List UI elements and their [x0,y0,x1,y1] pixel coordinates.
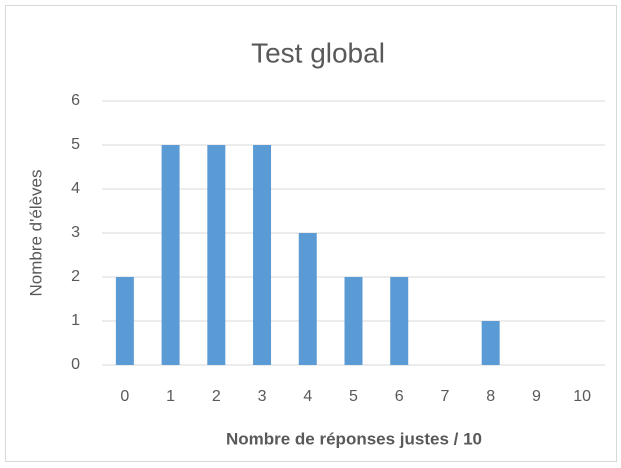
x-tick-label: 4 [303,388,312,405]
y-tick-label: 5 [71,136,80,153]
bar [207,145,226,365]
x-tick-label: 10 [573,388,591,405]
bar [161,145,180,365]
x-tick-label: 9 [532,388,541,405]
x-tick-label: 0 [120,388,129,405]
y-tick-label: 3 [71,224,80,241]
x-tick-label: 3 [258,388,267,405]
y-tick-label: 2 [71,268,80,285]
x-tick-label: 1 [166,388,175,405]
y-axis-title: Nombre d'élèves [26,169,45,296]
y-tick-label: 1 [71,312,80,329]
y-tick-label: 6 [71,92,80,109]
bar [115,277,134,365]
chart-title: Test global [251,37,385,68]
bar [390,277,409,365]
bar [298,233,317,365]
bar [253,145,272,365]
x-axis-title: Nombre de réponses justes / 10 [226,429,482,448]
bar [344,277,363,365]
x-tick-label: 7 [441,388,450,405]
x-tick-label: 8 [486,388,495,405]
bar [481,321,500,365]
x-tick-label: 6 [395,388,404,405]
x-tick-label: 2 [212,388,221,405]
y-tick-label: 4 [71,180,80,197]
y-tick-label: 0 [71,356,80,373]
x-tick-label: 5 [349,388,358,405]
